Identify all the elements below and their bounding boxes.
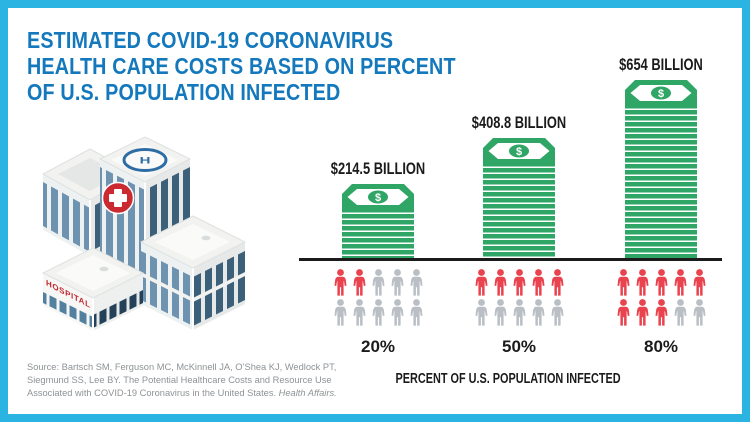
person-icon: [513, 269, 526, 296]
person-icon: [532, 269, 545, 296]
person-icon: [372, 269, 385, 296]
person-icon: [532, 299, 545, 326]
title-line-3: OF U.S. POPULATION INFECTED: [27, 79, 341, 105]
category-label: 80%: [643, 337, 679, 356]
money-bill-top-icon: $: [483, 138, 555, 164]
person-icon: [475, 269, 488, 296]
money-bill-top-icon: $: [342, 184, 414, 210]
hospital-front-building: HOSPITAL: [41, 247, 145, 331]
hospital-illustration: H: [41, 136, 247, 331]
svg-text:$: $: [516, 146, 522, 158]
person-icon: [391, 299, 404, 326]
money-stack-bar: $: [342, 184, 414, 260]
svg-text:$: $: [375, 192, 381, 204]
medical-cross-icon: [101, 181, 135, 215]
helipad-h-icon: H: [140, 155, 151, 165]
person-icon: [494, 269, 507, 296]
person-icon: [513, 299, 526, 326]
person-icon: [636, 269, 649, 296]
person-icon: [693, 299, 706, 326]
banknote-stripes: [483, 162, 555, 260]
source-line-2: Siegmund SS, Lee BY. The Potential Healt…: [27, 375, 332, 385]
title-line-1: ESTIMATED COVID-19 CORONAVIRUS: [27, 27, 394, 53]
person-icon: [636, 299, 649, 326]
source-line-3: Associated with COVID-19 Coronavirus in …: [27, 388, 337, 398]
population-pictogram: [333, 269, 424, 326]
money-stack-bar: $: [483, 138, 555, 260]
x-axis-line: [299, 258, 722, 261]
person-icon: [372, 299, 385, 326]
person-icon: [353, 299, 366, 326]
banknote-stripes: [625, 104, 697, 260]
source-line-1: Source: Bartsch SM, Ferguson MC, McKinne…: [27, 362, 337, 372]
x-axis-label: PERCENT OF U.S. POPULATION INFECTED: [395, 371, 621, 387]
person-icon: [410, 299, 423, 326]
person-icon: [551, 299, 564, 326]
person-icon: [475, 299, 488, 326]
person-icon: [353, 269, 366, 296]
person-icon: [655, 269, 668, 296]
population-pictogram: [616, 269, 707, 326]
bar-value-label: $654 BILLION: [619, 56, 703, 74]
svg-text:$: $: [658, 88, 664, 100]
person-icon: [334, 269, 347, 296]
person-icon: [674, 299, 687, 326]
person-icon: [674, 269, 687, 296]
person-icon: [655, 299, 668, 326]
person-icon: [693, 269, 706, 296]
person-icon: [494, 299, 507, 326]
person-icon: [391, 269, 404, 296]
page-title: ESTIMATED COVID-19 CORONAVIRUS HEALTH CA…: [27, 27, 456, 105]
category-label: 50%: [501, 337, 537, 356]
money-bill-top-icon: $: [625, 80, 697, 106]
hospital-right-wing: [139, 215, 247, 330]
source-citation: Source: Bartsch SM, Ferguson MC, McKinne…: [27, 361, 337, 400]
money-stack-bar: $: [625, 80, 697, 260]
bar-value-label: $408.8 BILLION: [471, 114, 567, 132]
person-icon: [410, 269, 423, 296]
person-icon: [334, 299, 347, 326]
population-pictogram: [474, 269, 565, 326]
category-label: 20%: [360, 337, 396, 356]
banknote-stripes: [342, 208, 414, 260]
person-icon: [617, 269, 630, 296]
person-icon: [617, 299, 630, 326]
bar-value-label: $214.5 BILLION: [330, 160, 426, 178]
title-line-2: HEALTH CARE COSTS BASED ON PERCENT: [27, 53, 456, 79]
svg-text:H: H: [140, 155, 151, 165]
person-icon: [551, 269, 564, 296]
